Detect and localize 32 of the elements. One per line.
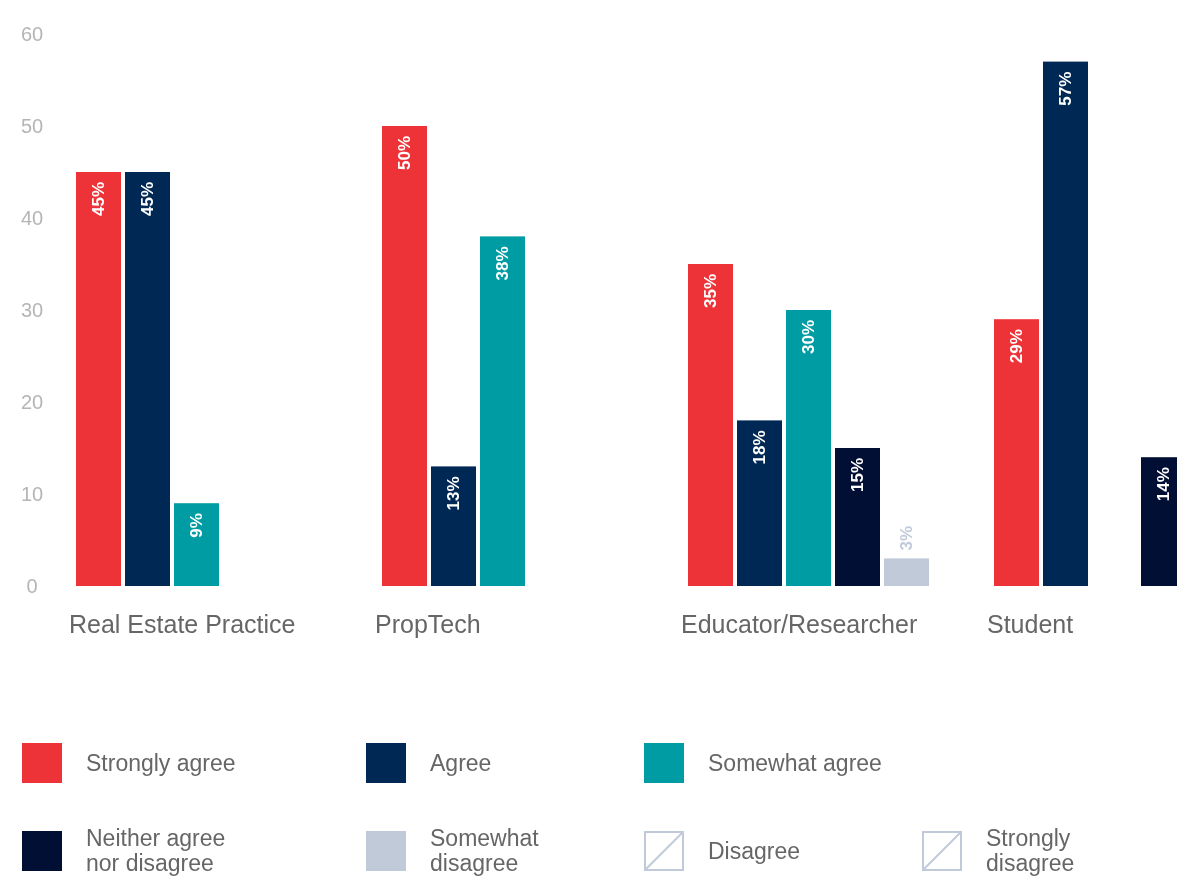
data-label: 29% <box>1007 329 1027 364</box>
data-label: 3% <box>897 525 917 551</box>
legend-label: Somewhat disagree <box>430 825 540 877</box>
data-label: 14% <box>1154 467 1174 502</box>
y-tick-label: 20 <box>20 391 44 413</box>
y-tick-label: 10 <box>20 483 44 505</box>
y-tick-label: 30 <box>20 299 44 321</box>
y-tick-label: 0 <box>26 575 38 597</box>
legend-label: Somewhat agree <box>708 750 882 777</box>
data-label: 35% <box>701 274 721 309</box>
y-tick-label: 40 <box>20 207 44 229</box>
data-label: 45% <box>138 182 158 217</box>
legend-label: Agree <box>430 750 492 777</box>
legend-label: Neither agree nor disagree <box>86 825 226 877</box>
legend-label: Disagree <box>708 838 801 865</box>
legend-label: Strongly disagree <box>986 825 1075 877</box>
data-label: 50% <box>395 136 415 171</box>
x-tick-label: Student <box>987 610 1074 638</box>
data-label: 9% <box>187 513 207 538</box>
legend-label: Strongly agree <box>86 750 236 777</box>
y-tick-label: 50 <box>20 115 44 137</box>
data-label: 38% <box>493 246 513 281</box>
data-label: 45% <box>89 182 109 217</box>
data-label: 30% <box>799 320 819 355</box>
x-tick-label: Educator/Researcher <box>681 610 918 638</box>
data-label: 57% <box>1056 71 1076 106</box>
y-tick-label: 60 <box>20 23 44 45</box>
x-tick-label: PropTech <box>375 610 481 638</box>
data-label: 18% <box>750 430 770 465</box>
data-label: 13% <box>444 476 464 511</box>
data-label: 15% <box>848 458 868 493</box>
x-tick-label: Real Estate Practice <box>69 610 296 638</box>
